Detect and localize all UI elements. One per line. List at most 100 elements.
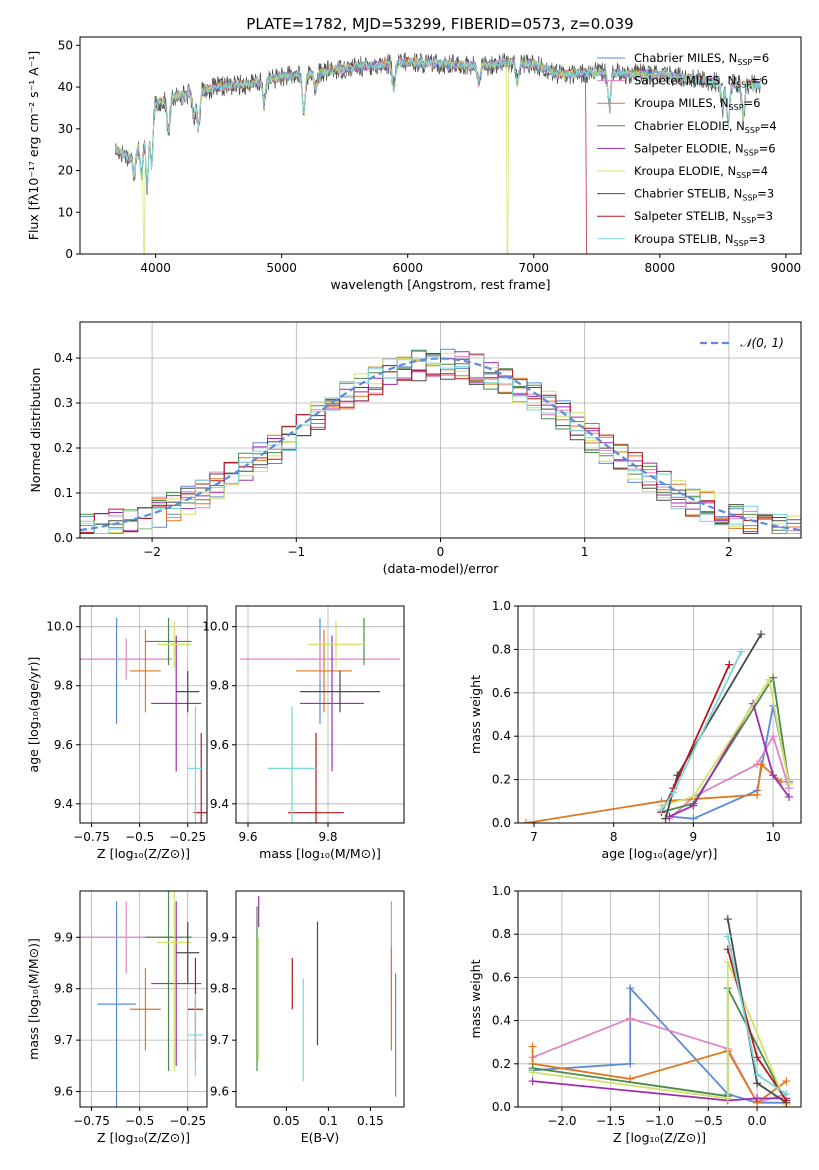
weight-point-marker bbox=[689, 792, 698, 801]
x-tick-label: −0.75 bbox=[73, 830, 110, 844]
y-tick-label: 0.2 bbox=[54, 441, 73, 455]
y-tick-label: 9.6 bbox=[54, 1085, 73, 1099]
axes-frame bbox=[79, 890, 208, 1108]
weight-point-marker bbox=[689, 814, 698, 823]
x-tick-label: 0 bbox=[437, 545, 445, 559]
y-tick-label: 0.2 bbox=[492, 773, 511, 787]
figure-title: PLATE=1782, MJD=53299, FIBERID=0573, z=0… bbox=[246, 15, 633, 33]
weight-series-line bbox=[532, 1080, 787, 1102]
weight-series-line bbox=[661, 677, 790, 807]
y-tick-label: 9.8 bbox=[54, 679, 73, 693]
weight-point-marker bbox=[661, 814, 670, 823]
axes-weight-vs-age: 7 8 9 10 0.0 0.2 0.4 0.6 0.8 1.0 age [log₁₀(age/yr… bbox=[468, 599, 802, 861]
weight-series-line bbox=[532, 985, 787, 1104]
y-tick-label: 9.9 bbox=[210, 930, 229, 944]
x-tick-label: −0.5 bbox=[125, 830, 154, 844]
y-tick-label: 0.0 bbox=[492, 1100, 511, 1114]
axes-spectrum: 4000 5000 6000 7000 8000 9000 0 10 20 30 40 50 wavel… bbox=[26, 36, 802, 292]
weight-point-marker bbox=[657, 805, 666, 814]
weight-series-line bbox=[661, 675, 790, 813]
x-tick-label: 7000 bbox=[519, 261, 550, 275]
y-tick-label: 0.0 bbox=[492, 816, 511, 830]
y-tick-label: 9.4 bbox=[54, 797, 73, 811]
y-tick-label: 1.0 bbox=[492, 599, 511, 613]
x-tick-label: 2 bbox=[725, 545, 733, 559]
weight-point-marker bbox=[785, 779, 794, 788]
y-tick-label: 0.4 bbox=[492, 1014, 511, 1028]
y-tick-label: 0.8 bbox=[492, 927, 511, 941]
weight-point-marker bbox=[521, 819, 530, 823]
histogram-series bbox=[80, 354, 801, 534]
plot-area bbox=[256, 896, 397, 1097]
x-tick-label: 5000 bbox=[266, 261, 297, 275]
y-tick-label: 0.8 bbox=[492, 642, 511, 656]
legend-entry: 𝒩(0, 1) bbox=[740, 336, 784, 350]
axes-age-vs-Z: −0.75 −0.5 −0.25 9.4 9.6 9.8 10.0 Z [log₁₀(Z/Z⊙… bbox=[26, 605, 208, 861]
x-tick-label: 9.8 bbox=[318, 830, 337, 844]
weight-series-line bbox=[525, 762, 782, 823]
x-tick-label: 9 bbox=[690, 830, 698, 844]
weight-point-marker bbox=[769, 732, 778, 741]
y-tick-label: 0.4 bbox=[492, 729, 511, 743]
x-tick-label: 8000 bbox=[645, 261, 676, 275]
weight-point-marker bbox=[757, 760, 766, 769]
y-tick-label: 9.7 bbox=[54, 1033, 73, 1047]
weight-point-marker bbox=[737, 647, 746, 656]
y-tick-label: 9.4 bbox=[210, 797, 229, 811]
y-tick-label: 0.4 bbox=[54, 351, 73, 365]
legend-entry: Salpeter MILES, NSSP=6 bbox=[634, 74, 768, 90]
y-tick-label: 0.0 bbox=[54, 531, 73, 545]
weight-point-marker bbox=[528, 1077, 537, 1086]
x-tick-label: −1.5 bbox=[596, 1114, 625, 1128]
y-tick-label: 20 bbox=[58, 164, 73, 178]
x-tick-label: 0.1 bbox=[319, 1114, 338, 1128]
y-tick-label: 30 bbox=[58, 122, 73, 136]
weight-point-marker bbox=[757, 630, 766, 639]
weight-point-marker bbox=[785, 792, 794, 801]
x-tick-label: 1 bbox=[581, 545, 589, 559]
legend-entry: Salpeter ELODIE, NSSP=6 bbox=[634, 141, 776, 157]
y-tick-label: 1.0 bbox=[492, 884, 511, 898]
x-axis-label: Z [log₁₀(Z/Z⊙)] bbox=[97, 846, 190, 861]
plots-group: 4000 5000 6000 7000 8000 900001020304050wavel… bbox=[26, 36, 802, 1145]
normal-curve bbox=[80, 357, 801, 532]
x-tick-label: −0.25 bbox=[169, 1114, 206, 1128]
x-axis-label: Z [log₁₀(Z/Z⊙)] bbox=[613, 1130, 706, 1145]
legend-entry: Chabrier STELIB, NSSP=3 bbox=[634, 187, 774, 203]
y-tick-label: 9.8 bbox=[210, 982, 229, 996]
y-tick-label: 9.8 bbox=[210, 679, 229, 693]
weight-point-marker bbox=[769, 771, 778, 780]
weight-point-marker bbox=[626, 984, 635, 993]
weight-series-line bbox=[664, 633, 762, 819]
weight-point-marker bbox=[753, 1079, 762, 1088]
weight-point-marker bbox=[626, 1014, 635, 1023]
x-tick-label: −0.5 bbox=[125, 1114, 154, 1128]
y-tick-label: 9.6 bbox=[210, 738, 229, 752]
y-tick-label: 0.6 bbox=[492, 970, 511, 984]
weight-series-line bbox=[660, 664, 731, 813]
y-tick-label: 9.9 bbox=[54, 930, 73, 944]
axes-frame bbox=[235, 890, 405, 1108]
x-tick-label: 0.15 bbox=[357, 1114, 384, 1128]
plot-area bbox=[80, 617, 207, 823]
weight-point-marker bbox=[765, 675, 774, 684]
x-tick-label: 6000 bbox=[392, 261, 423, 275]
y-axis-label: age [log₁₀(age/yr)] bbox=[26, 657, 41, 773]
weight-point-marker bbox=[725, 660, 734, 669]
weight-series-line bbox=[532, 961, 788, 1106]
axes-weight-vs-Z: −2.0 −1.5 −1.0 −0.5 0.0 0.0 0.2 0.4 0.6 0.8 1.0 Z [… bbox=[468, 884, 802, 1145]
y-tick-label: 10.0 bbox=[202, 620, 229, 634]
axes-residuals: −2 −1 0 1 2 0.0 0.1 0.2 0.3 0.4 (data-model)/error… bbox=[28, 321, 802, 576]
x-tick-label: 9.6 bbox=[238, 830, 257, 844]
weight-point-marker bbox=[528, 1042, 537, 1051]
x-axis-label: Z [log₁₀(Z/Z⊙)] bbox=[97, 1130, 190, 1145]
weight-point-marker bbox=[753, 1070, 762, 1079]
y-tick-label: 9.8 bbox=[54, 982, 73, 996]
weight-point-marker bbox=[669, 788, 678, 797]
y-axis-label: Normed distribution bbox=[28, 368, 43, 493]
x-tick-label: 4000 bbox=[140, 261, 171, 275]
axes-age-vs-mass: 9.6 9.8 9.4 9.6 9.8 10.0 mass [log₁₀(M/M⊙)] bbox=[202, 605, 405, 861]
x-axis-label: mass [log₁₀(M/M⊙)] bbox=[259, 846, 381, 861]
plot-area bbox=[80, 348, 801, 534]
